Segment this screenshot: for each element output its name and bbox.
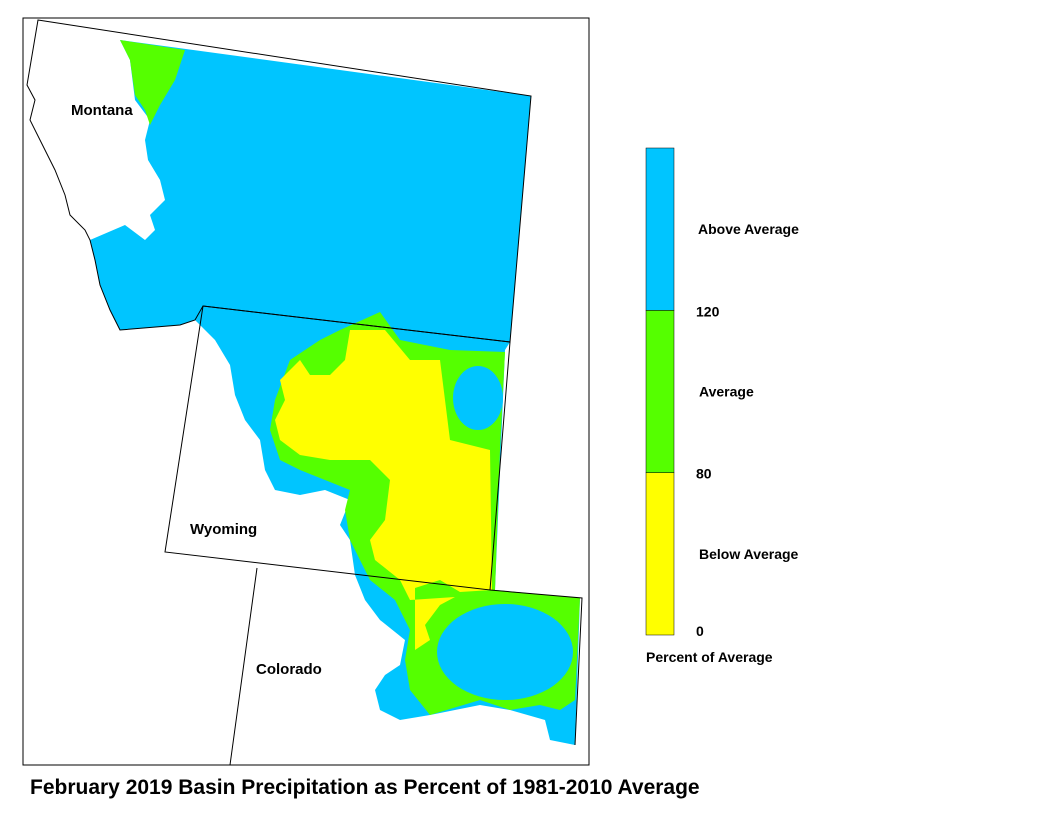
- legend-swatch: [645, 310, 675, 473]
- legend-swatch: [645, 147, 675, 311]
- average-area: [120, 40, 185, 125]
- legend-swatch: [645, 472, 675, 636]
- legend-class-label: Below Average: [699, 546, 799, 562]
- map-caption: February 2019 Basin Precipitation as Per…: [30, 776, 700, 799]
- above-average-area: [437, 604, 573, 700]
- state-label: Colorado: [256, 661, 322, 678]
- colorado-border: [229, 567, 583, 766]
- legend-class-label: Above Average: [698, 221, 799, 237]
- legend-class-label: Average: [699, 384, 754, 400]
- map-body: Montana Wyoming Colorado: [26, 19, 583, 766]
- montana-border: [26, 19, 532, 343]
- above-average-area: [453, 366, 503, 430]
- state-label: Wyoming: [190, 521, 257, 538]
- legend-title: Percent of Average: [646, 649, 773, 665]
- state-label: Montana: [71, 102, 133, 119]
- legend-tick-label: 120: [696, 303, 720, 319]
- below-average-area: [275, 330, 492, 650]
- legend: Below Average Average Above Average 0 80 120 P…: [645, 147, 799, 665]
- legend-tick-label: 0: [696, 623, 704, 639]
- legend-tick-label: 80: [696, 466, 712, 482]
